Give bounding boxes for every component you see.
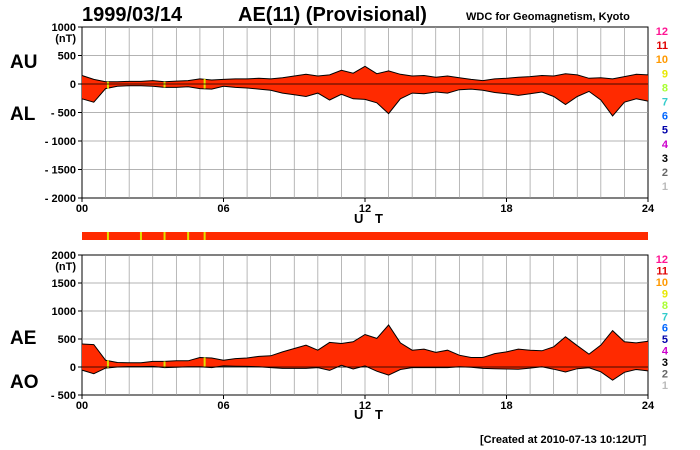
top-legend-item: 10 (656, 54, 668, 66)
bottom-x-tick-label: 00 (76, 400, 88, 412)
station-count-strip (82, 232, 648, 240)
bottom-y-tick-label: 0 (70, 362, 76, 374)
bottom-y-tick-label: 1500 (52, 278, 76, 290)
top-legend-item: 9 (662, 68, 668, 80)
top-x-tick-label: 24 (642, 203, 655, 215)
top-x-axis-label: U T (354, 211, 387, 226)
top-unit-label: (nT) (55, 33, 76, 45)
bottom-band-fill (82, 325, 648, 381)
top-y-tick-label: - 2000 (45, 193, 76, 205)
top-legend-item: 8 (662, 82, 668, 94)
institution-label: WDC for Geomagnetism, Kyoto (466, 11, 630, 23)
bottom-legend-item: 8 (662, 300, 668, 312)
top-y-tick-label: - 500 (51, 108, 76, 120)
bottom-y-tick-label: 1000 (52, 306, 76, 318)
top-x-tick-label: 00 (76, 203, 88, 215)
top-legend-item: 3 (662, 153, 668, 165)
bottom-x-tick-label: 12 (359, 400, 371, 412)
bottom-legend-item: 11 (656, 265, 668, 277)
bottom-y-tick-label: 500 (58, 334, 76, 346)
bottom-x-axis-label: U T (354, 407, 387, 422)
bottom-lower-index-label: AO (10, 372, 39, 393)
top-x-tick-label: 12 (359, 203, 371, 215)
top-y-tick-label: 0 (70, 79, 76, 91)
bottom-legend-item: 4 (662, 346, 669, 358)
bottom-x-tick-label: 06 (217, 400, 229, 412)
top-y-tick-label: - 1500 (45, 165, 76, 177)
top-legend-item: 4 (662, 139, 669, 151)
bottom-legend-item: 10 (656, 277, 668, 289)
chart-date: 1999/03/14 (82, 4, 183, 26)
bottom-legend-item: 3 (662, 357, 668, 369)
top-au-series-line (81, 65, 649, 83)
chart-title: AE(11) (Provisional) (238, 4, 427, 26)
top-lower-index-label: AL (10, 104, 36, 125)
top-y-tick-label: - 1000 (45, 136, 76, 148)
top-legend-item: 11 (656, 40, 668, 52)
top-x-tick-label: 06 (217, 203, 229, 215)
bottom-legend-item: 7 (662, 311, 668, 323)
bottom-x-tick-label: 24 (642, 400, 655, 412)
top-legend-item: 7 (662, 97, 668, 109)
bottom-legend-item: 6 (662, 323, 668, 335)
top-legend-item: 5 (662, 125, 668, 137)
top-y-tick-label: 500 (58, 51, 76, 63)
bottom-legend-item: 5 (662, 334, 668, 346)
top-x-tick-label: 18 (500, 203, 512, 215)
bottom-upper-index-label: AE (10, 328, 37, 349)
top-upper-index-label: AU (10, 52, 38, 73)
created-timestamp: [Created at 2010-07-13 10:12UT] (480, 434, 647, 446)
bottom-y-tick-label: 2000 (52, 250, 76, 262)
bottom-legend-item: 9 (662, 288, 668, 300)
bottom-ae-series-line (81, 324, 649, 364)
top-y-tick-label: 1000 (52, 22, 76, 34)
top-legend-item: 1 (662, 181, 668, 193)
bottom-legend-item: 2 (662, 369, 668, 381)
top-legend-item: 6 (662, 111, 668, 123)
bottom-unit-label: (nT) (55, 261, 76, 273)
bottom-legend-item: 1 (662, 380, 668, 392)
top-legend-item: 12 (656, 26, 668, 38)
top-legend-item: 2 (662, 167, 668, 179)
top-al-series-line (81, 85, 649, 117)
bottom-legend-item: 12 (656, 254, 668, 266)
bottom-y-tick-label: - 500 (51, 390, 76, 402)
bottom-x-tick-label: 18 (500, 400, 512, 412)
